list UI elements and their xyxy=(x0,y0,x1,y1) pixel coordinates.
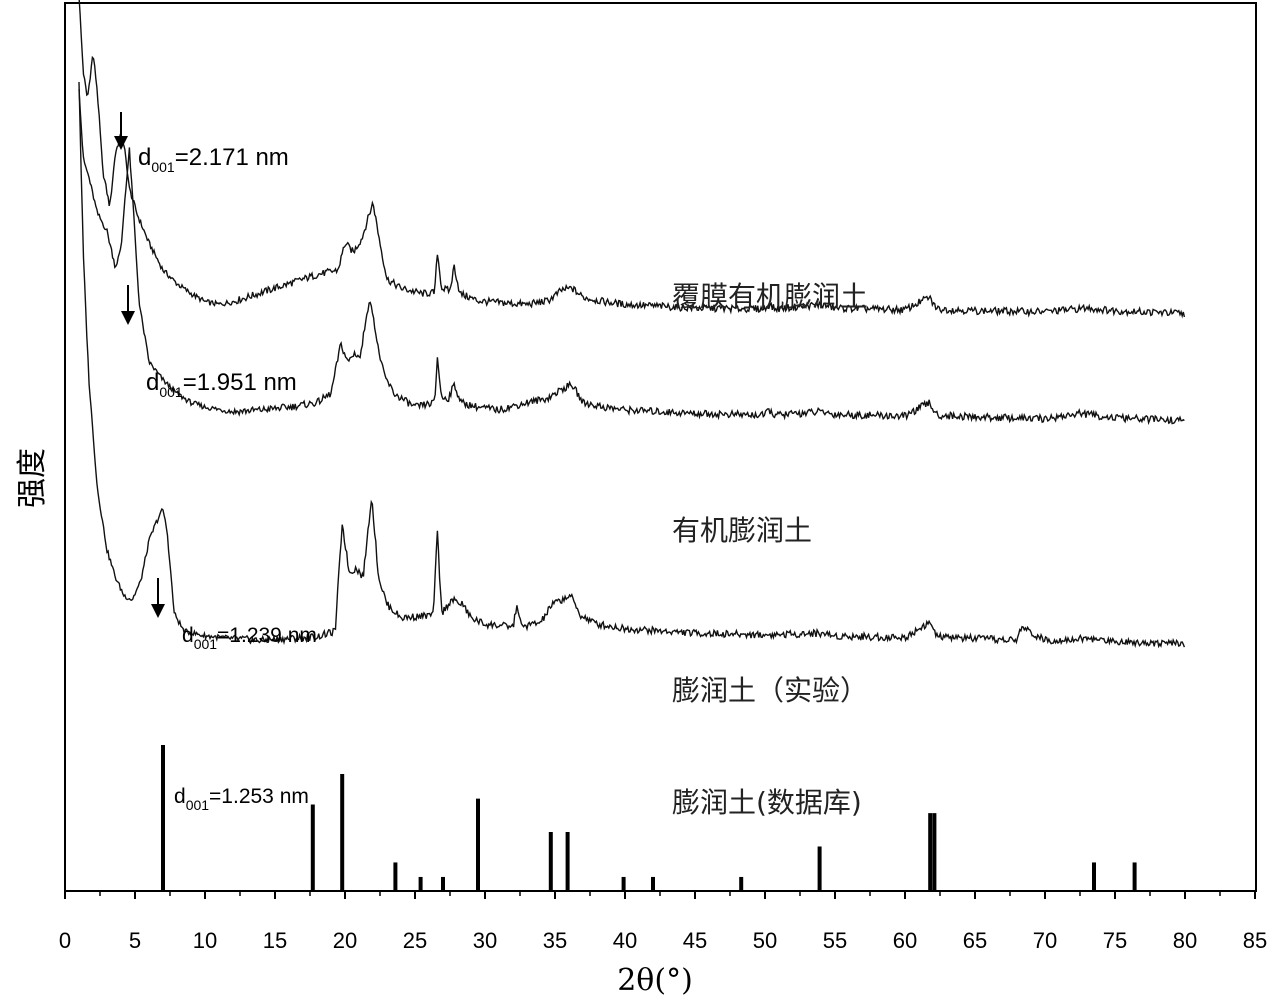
series-line-1 xyxy=(78,0,1186,319)
x-tick-label: 15 xyxy=(263,928,287,953)
series-label-4: 膨润土(数据库) xyxy=(672,786,862,819)
series-line-2 xyxy=(78,89,1185,426)
peak-arrow-head xyxy=(151,604,165,618)
x-tick-label: 25 xyxy=(403,928,427,953)
x-tick-label: 55 xyxy=(823,928,847,953)
x-axis-title: 2θ(°) xyxy=(617,963,693,998)
d-spacing-annotation: d001=2.171 nm xyxy=(138,144,289,175)
stick-layer xyxy=(161,745,1137,890)
d-spacing-annotation: d001=1.253 nm xyxy=(174,785,309,813)
d-spacing-annotation: d001=1.239 nm xyxy=(182,624,317,652)
x-tick-label: 35 xyxy=(543,928,567,953)
x-tick-label: 0 xyxy=(59,928,71,953)
x-tick-label: 10 xyxy=(193,928,217,953)
x-tick-label: 20 xyxy=(333,928,357,953)
x-tick-label: 5 xyxy=(129,928,141,953)
series-label-2: 有机膨润土 xyxy=(672,514,812,547)
series-label-3: 膨润土（实验） xyxy=(672,674,868,707)
x-tick-label: 30 xyxy=(473,928,497,953)
peak-arrow-head xyxy=(121,311,135,325)
x-axis-ticks: 0 5 10 15 20 25 30 35 40 45 50 55 60 65 70 75 80 85 xyxy=(59,891,1267,953)
annotations: d001=2.171 nm d001=1.951 nm d001=1.239 nm d… xyxy=(114,112,317,813)
series-layer xyxy=(78,0,1186,649)
d-spacing-annotation: d001=1.951 nm xyxy=(146,369,297,400)
x-tick-label: 50 xyxy=(753,928,777,953)
y-axis-title: 强度 xyxy=(15,448,50,508)
peak-arrow-head xyxy=(114,136,128,150)
plot-frame xyxy=(64,2,1257,892)
x-tick-label: 75 xyxy=(1103,928,1127,953)
x-tick-label: 85 xyxy=(1243,928,1267,953)
x-tick-label: 60 xyxy=(893,928,917,953)
x-tick-label: 65 xyxy=(963,928,987,953)
series-line-3 xyxy=(78,81,1186,649)
series-label-1: 覆膜有机膨润土 xyxy=(672,280,868,313)
x-tick-label: 80 xyxy=(1173,928,1197,953)
x-tick-label: 70 xyxy=(1033,928,1057,953)
x-tick-label: 45 xyxy=(683,928,707,953)
x-tick-label: 40 xyxy=(613,928,637,953)
